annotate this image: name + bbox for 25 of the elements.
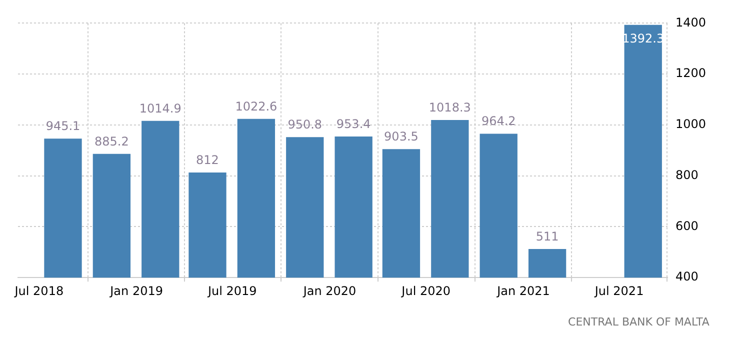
- y-tick-label: 400: [675, 270, 698, 284]
- x-tick-label: Jan 2020: [302, 284, 356, 298]
- y-tick-label: 1200: [675, 66, 706, 80]
- data-label: 953.4: [336, 116, 371, 131]
- data-label: 812: [196, 152, 219, 167]
- data-label: 511: [536, 229, 559, 244]
- data-label: 950.8: [288, 118, 322, 132]
- x-tick-label: Jan 2021: [496, 284, 550, 298]
- data-label: 885.2: [94, 134, 129, 148]
- data-label: 1022.6: [235, 99, 278, 114]
- x-tick-label: Jul 2018: [14, 284, 64, 298]
- y-tick-label: 600: [675, 218, 698, 233]
- x-tick-label: Jan 2019: [109, 284, 163, 298]
- text: CENTRAL BANK OF MALTA: [568, 315, 710, 328]
- data-label: 964.2: [481, 114, 516, 128]
- x-tick-label: Jul 2020: [400, 284, 451, 298]
- data-label: 903.5: [384, 130, 418, 144]
- data-label: 945.1: [46, 119, 80, 134]
- data-label: 1014.9: [139, 101, 182, 116]
- x-tick-label: Jul 2019: [206, 284, 257, 298]
- y-tick-label: 1000: [675, 117, 706, 132]
- y-tick-label: 1400: [675, 15, 706, 30]
- x-tick-label: Jul 2021: [594, 284, 644, 298]
- data-label: 1018.3: [428, 100, 471, 114]
- y-tick-label: 800: [675, 168, 698, 182]
